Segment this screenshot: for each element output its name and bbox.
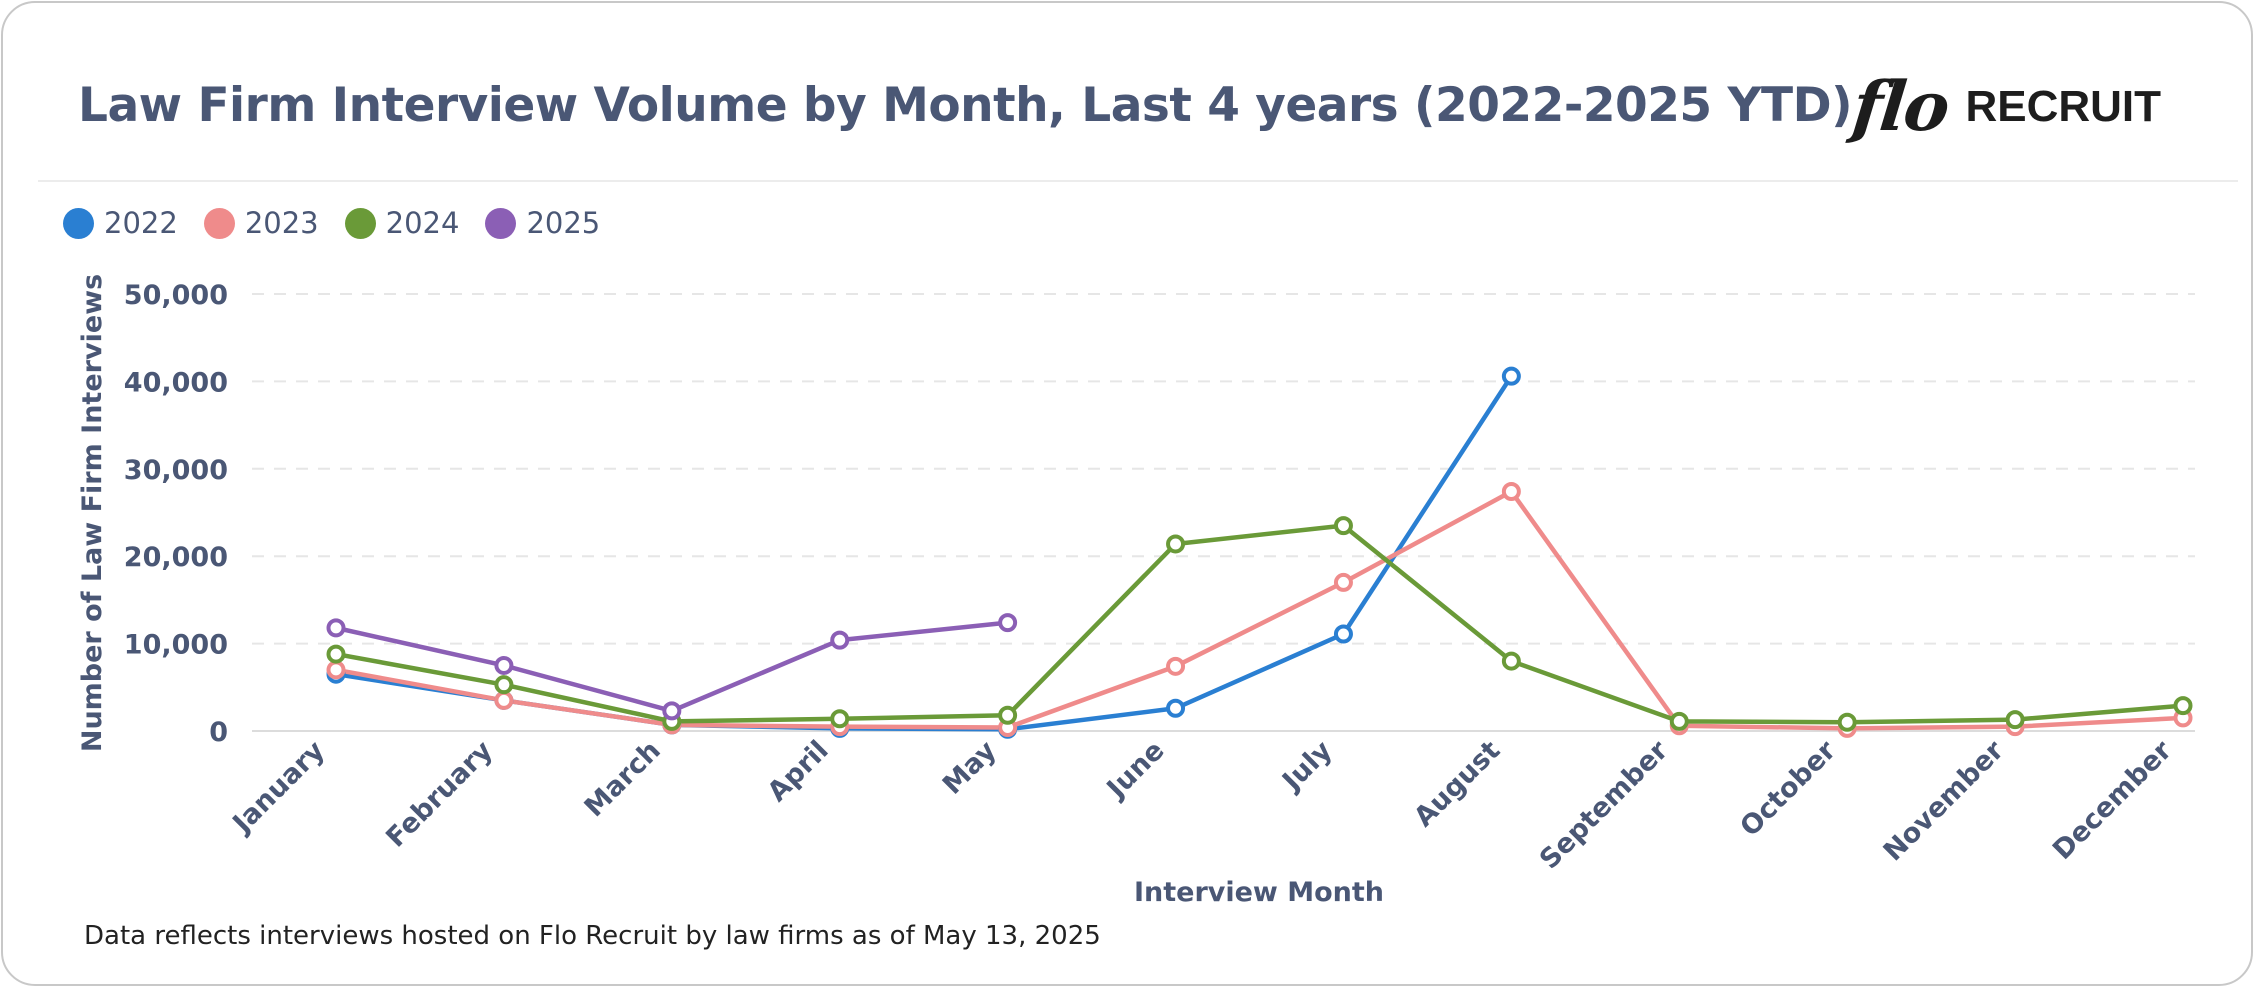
data-point-2024[interactable] (1166, 534, 1186, 554)
y-tick-label: 50,000 (124, 280, 228, 311)
x-tick-label: May (937, 735, 1003, 801)
y-tick-label: 20,000 (124, 542, 228, 573)
x-tick-label: September (1534, 735, 1675, 876)
legend-swatch (63, 207, 94, 239)
data-point-2025[interactable] (830, 630, 850, 650)
data-point-2025[interactable] (662, 701, 682, 721)
y-tick-label: 30,000 (124, 455, 228, 486)
data-point-2023[interactable] (1501, 482, 1521, 502)
chart-legend: 2022 2023 2024 2025 (63, 206, 626, 240)
legend-item-2023[interactable]: 2023 (203, 206, 319, 240)
x-tick-label: February (380, 735, 499, 854)
legend-label: 2022 (104, 206, 178, 240)
x-tick-label: December (2047, 735, 2178, 866)
x-tick-label: March (579, 735, 667, 823)
y-tick-label: 10,000 (124, 630, 228, 661)
legend-item-2024[interactable]: 2024 (344, 206, 460, 240)
data-point-2023[interactable] (1166, 656, 1186, 676)
x-tick-label: August (1408, 735, 1506, 833)
data-point-2024[interactable] (2005, 710, 2025, 730)
data-point-2024[interactable] (2173, 696, 2193, 716)
x-tick-label: October (1734, 735, 1842, 843)
x-tick-label: November (1878, 735, 2011, 868)
data-point-2024[interactable] (998, 705, 1018, 725)
data-point-2024[interactable] (1501, 651, 1521, 671)
legend-swatch (485, 207, 517, 239)
legend-label: 2023 (244, 206, 319, 240)
data-point-2024[interactable] (1669, 711, 1689, 731)
data-point-2024[interactable] (830, 709, 850, 729)
data-point-2024[interactable] (1333, 516, 1353, 536)
data-point-2024[interactable] (326, 644, 346, 664)
x-tick-label: January (226, 735, 332, 841)
data-point-2024[interactable] (494, 675, 514, 695)
header-divider (38, 180, 2238, 182)
series-line-2022 (333, 373, 1514, 732)
data-point-2025[interactable] (326, 618, 346, 638)
legend-item-2022[interactable]: 2022 (63, 206, 178, 240)
data-point-2025[interactable] (494, 655, 514, 675)
flo-recruit-logo: flo RECRUIT (1849, 65, 2162, 149)
x-tick-label: April (762, 735, 835, 808)
legend-swatch (203, 207, 235, 239)
data-point-2023[interactable] (326, 660, 346, 680)
data-point-2022[interactable] (1166, 698, 1186, 718)
legend-label: 2025 (526, 206, 601, 240)
legend-swatch (344, 207, 376, 239)
y-tick-label: 0 (209, 717, 228, 748)
legend-item-2025[interactable]: 2025 (485, 206, 600, 240)
data-point-2022[interactable] (1501, 366, 1521, 386)
x-axis-title: Interview Month (1134, 877, 1384, 908)
data-point-2023[interactable] (1333, 572, 1353, 592)
data-point-2025[interactable] (998, 613, 1018, 633)
series-line-2023 (333, 489, 2186, 731)
data-point-2023[interactable] (494, 690, 514, 710)
series-line-2025 (333, 620, 1010, 714)
data-point-2024[interactable] (1837, 712, 1857, 732)
legend-label: 2024 (385, 206, 460, 240)
data-point-2022[interactable] (1333, 624, 1353, 644)
chart-title: Law Firm Interview Volume by Month, Last… (78, 78, 1853, 133)
y-axis-title: Number of Law Firm Interviews (77, 274, 108, 752)
x-tick-label: July (1275, 735, 1338, 798)
series-line-2024 (333, 523, 2186, 725)
footnote: Data reflects interviews hosted on Flo R… (84, 921, 1101, 951)
y-tick-label: 40,000 (124, 367, 228, 398)
x-tick-label: June (1100, 735, 1171, 806)
logo-word-text: RECRUIT (1965, 82, 2162, 131)
